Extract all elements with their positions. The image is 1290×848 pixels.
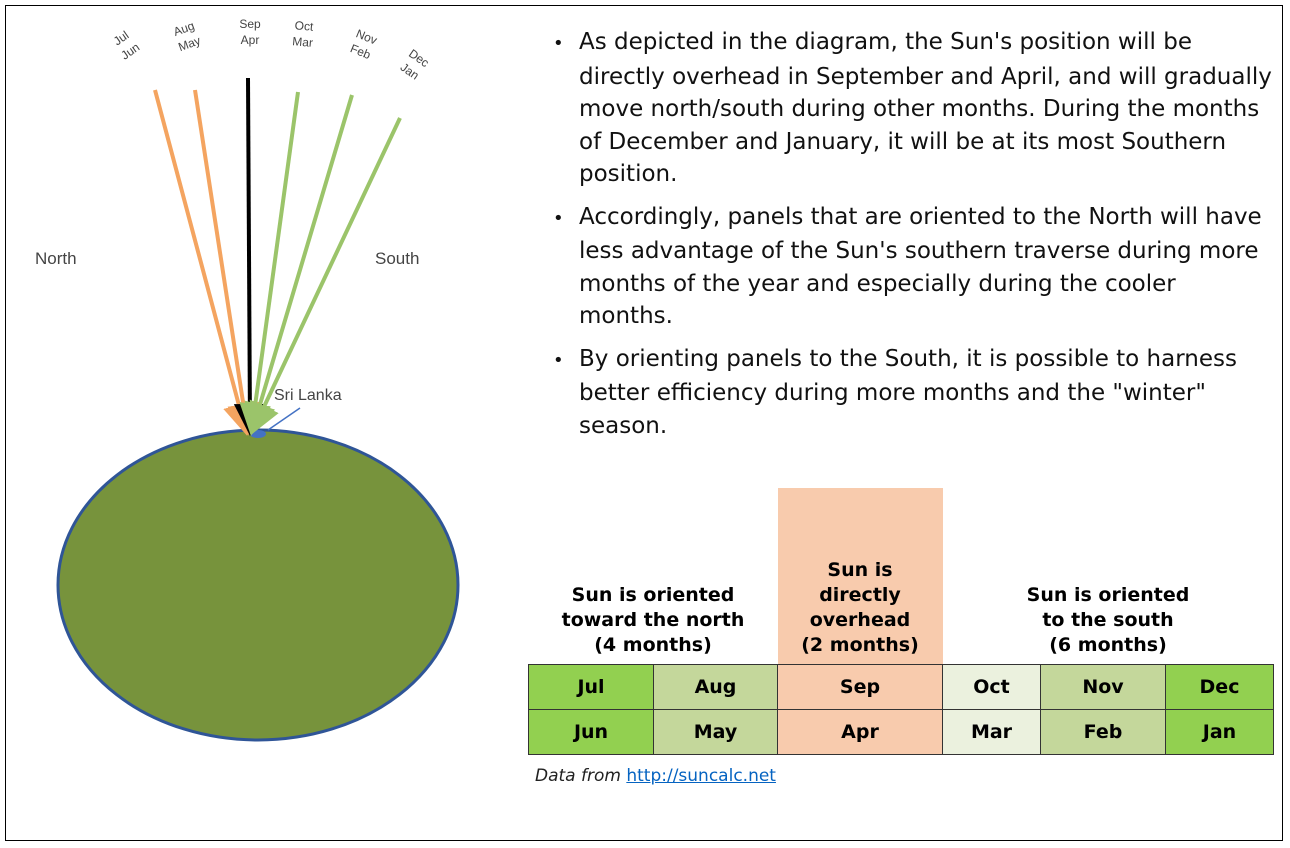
month-cell: May	[654, 709, 778, 754]
ray	[195, 90, 247, 428]
ray-label: Oct	[294, 18, 314, 34]
month-cell: Aug	[654, 664, 778, 709]
header-line: Sun is	[778, 558, 943, 583]
ray	[253, 95, 352, 428]
bullet: By orienting panels to the South, it is …	[553, 343, 1273, 443]
bullet: As depicted in the diagram, the Sun's po…	[553, 26, 1273, 191]
sri-lanka-marker	[250, 430, 266, 438]
header-line: Sun is oriented	[943, 583, 1274, 608]
sun-diagram: Jul Jun Aug May Sep Apr Oct Mar Nov Feb …	[0, 0, 500, 848]
ray	[248, 78, 250, 428]
header-line: to the south	[943, 608, 1274, 633]
location-pointer	[268, 408, 300, 430]
ray	[254, 118, 400, 428]
bullet-list: As depicted in the diagram, the Sun's po…	[553, 26, 1273, 452]
source-link[interactable]: http://suncalc.net	[626, 766, 776, 786]
month-cell: Dec	[1166, 664, 1274, 709]
location-label: Sri Lanka	[274, 387, 342, 404]
ray-label: Sep	[239, 17, 261, 31]
header-line: (4 months)	[529, 633, 778, 658]
month-cell: Mar	[943, 709, 1041, 754]
source-note: Data from http://suncalc.net	[535, 766, 776, 786]
header-line: (6 months)	[943, 633, 1274, 658]
source-prefix: Data from	[535, 766, 621, 786]
month-cell: Jul	[529, 664, 654, 709]
month-table: Sun is oriented toward the north (4 mont…	[528, 488, 1274, 755]
header-line: (2 months)	[778, 633, 943, 658]
header-cell: Sun is oriented to the south (6 months)	[943, 488, 1274, 664]
header-line: toward the north	[529, 608, 778, 633]
ray-label: Mar	[292, 34, 314, 50]
month-cell: Feb	[1041, 709, 1166, 754]
month-cell: Jun	[529, 709, 654, 754]
header-cell: Sun is oriented toward the north (4 mont…	[529, 488, 778, 664]
header-line: directly	[778, 583, 943, 608]
month-cell: Jan	[1166, 709, 1274, 754]
ray	[252, 92, 298, 428]
header-line: overhead	[778, 608, 943, 633]
south-label: South	[375, 249, 419, 268]
globe	[58, 430, 458, 740]
ray	[155, 90, 245, 428]
month-cell: Sep	[778, 664, 943, 709]
month-cell: Nov	[1041, 664, 1166, 709]
north-label: North	[35, 249, 77, 268]
ray-label: Apr	[241, 33, 260, 47]
header-line: Sun is oriented	[529, 583, 778, 608]
month-cell: Apr	[778, 709, 943, 754]
header-cell: Sun is directly overhead (2 months)	[778, 488, 943, 664]
month-cell: Oct	[943, 664, 1041, 709]
bullet: Accordingly, panels that are oriented to…	[553, 201, 1273, 333]
